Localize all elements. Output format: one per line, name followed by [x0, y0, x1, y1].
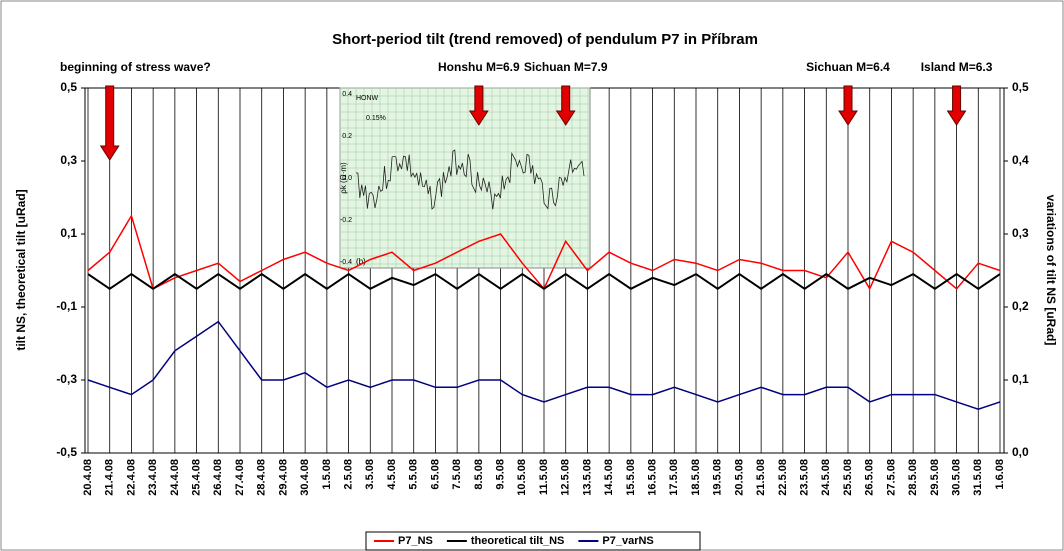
y2-tick-label: 0,4 [1012, 153, 1029, 167]
x-tick-label: 15.5.08 [625, 459, 637, 496]
x-tick-label: 23.5.08 [798, 459, 810, 496]
x-tick-label: 27.4.08 [234, 459, 246, 496]
annotation: Honshu M=6.9 [438, 60, 520, 74]
x-tick-label: 5.5.08 [408, 459, 420, 490]
x-tick-label: 26.5.08 [864, 459, 876, 496]
legend-box [365, 531, 701, 551]
x-tick-label: 4.5.08 [386, 459, 398, 490]
x-tick-label: 11.5.08 [538, 459, 550, 495]
x-tick-label: 29.5.08 [929, 459, 941, 496]
chart-title: Short-period tilt (trend removed) of pen… [332, 31, 758, 48]
x-tick-label: 14.5.08 [603, 459, 615, 496]
annotation-arrow [99, 85, 120, 161]
annotation-arrow [838, 85, 858, 126]
x-tick-label: 27.5.08 [885, 459, 897, 496]
x-tick-label: 21.4.08 [104, 459, 116, 496]
x-tick-label: 23.4.08 [147, 459, 159, 496]
x-tick-label: 19.5.08 [712, 459, 724, 496]
x-tick-label: 18.5.08 [690, 459, 702, 496]
x-tick-label: 25.5.08 [842, 459, 854, 496]
y-tick-label: 0,5 [60, 80, 77, 94]
series-line [87, 320, 1001, 410]
y2-tick-label: 0,0 [1012, 445, 1029, 459]
x-tick-label: 12.5.08 [560, 459, 572, 496]
x-tick-label: 24.4.08 [169, 459, 181, 496]
annotation-arrow [555, 85, 576, 126]
y2-axis-label: variations of tilt NS [uRad] [1044, 195, 1058, 346]
inset-tick-label: 0.2 [342, 133, 352, 140]
x-tick-label: 1.6.08 [994, 459, 1006, 490]
inset-tick-label: -0.2 [340, 217, 352, 224]
x-tick-label: 30.5.08 [950, 459, 962, 496]
x-tick-label: 9.5.08 [494, 459, 506, 490]
x-tick-label: 28.4.08 [256, 459, 268, 496]
x-tick-label: 16.5.08 [646, 459, 658, 496]
annotation-arrow [946, 85, 967, 126]
annotation: beginning of stress wave? [60, 60, 211, 74]
x-tick-label: 31.5.08 [972, 459, 984, 496]
legend-label: P7_varNS [602, 535, 653, 547]
y-tick-label: -0,5 [56, 445, 77, 459]
x-tick-label: 6.5.08 [429, 459, 441, 490]
inset-tick-label: 0.0 [342, 175, 352, 182]
inset-tick-label: 0.4 [342, 91, 352, 98]
x-tick-label: 29.4.08 [277, 459, 289, 496]
y-tick-label: 0,1 [60, 226, 77, 240]
annotation: Sichuan M=6.4 [806, 60, 890, 74]
y-tick-label: -0,1 [56, 299, 77, 313]
x-tick-label: 8.5.08 [473, 459, 485, 490]
inset-scale: 0.15% [366, 115, 386, 122]
annotation-arrow [468, 85, 489, 126]
x-tick-label: 30.4.08 [299, 459, 311, 496]
y-tick-label: -0,3 [56, 372, 77, 386]
x-tick-label: 2.5.08 [342, 459, 354, 490]
inset-background [339, 87, 591, 269]
x-tick-label: 7.5.08 [451, 459, 463, 490]
x-tick-label: 1.5.08 [321, 459, 333, 490]
x-tick-label: 25.4.08 [190, 459, 202, 496]
x-tick-label: 17.5.08 [668, 459, 680, 496]
inset-y-label: ρk (Ω·m) [339, 162, 348, 194]
y2-tick-label: 0,3 [1012, 226, 1029, 240]
annotation: Island M=6.3 [921, 60, 993, 74]
x-tick-label: 20.5.08 [733, 459, 745, 496]
y-axis-label: tilt NS, theoretical tilt [uRad] [14, 189, 28, 350]
inset-station: HONW [356, 95, 379, 102]
y-tick-label: 0,3 [60, 153, 77, 167]
x-tick-label: 21.5.08 [755, 459, 767, 496]
inset-panel: (b) [356, 257, 366, 266]
x-tick-label: 22.4.08 [125, 459, 137, 496]
x-tick-label: 3.5.08 [364, 459, 376, 490]
x-tick-label: 24.5.08 [820, 459, 832, 496]
inset-curve [355, 149, 585, 210]
x-tick-label: 13.5.08 [581, 459, 593, 496]
legend-label: theoretical tilt_NS [471, 535, 565, 547]
series-line [87, 272, 1001, 291]
x-tick-label: 26.4.08 [212, 459, 224, 496]
x-tick-label: 28.5.08 [907, 459, 919, 496]
y2-tick-label: 0,5 [1012, 80, 1029, 94]
legend-label: P7_NS [398, 535, 433, 547]
x-tick-label: 20.4.08 [82, 459, 94, 496]
y2-tick-label: 0,2 [1012, 299, 1029, 313]
x-tick-label: 22.5.08 [777, 459, 789, 496]
annotation: Sichuan M=7.9 [524, 60, 608, 74]
y2-tick-label: 0,1 [1012, 372, 1029, 386]
x-tick-label: 10.5.08 [516, 459, 528, 496]
inset-tick-label: -0.4 [340, 259, 352, 266]
